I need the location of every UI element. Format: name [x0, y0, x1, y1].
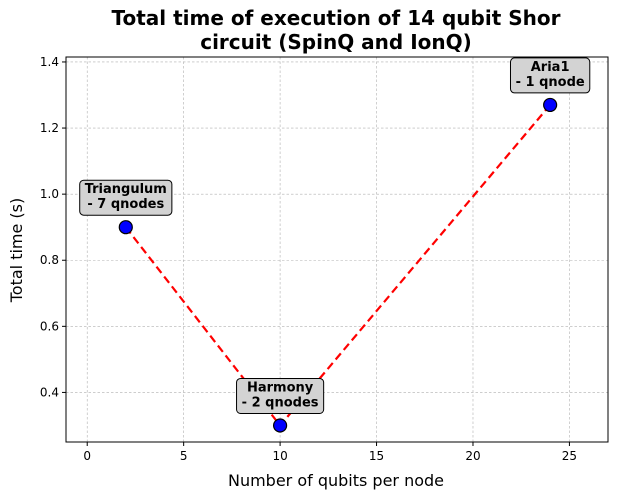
annotation-text: - 1 qnode — [516, 75, 585, 90]
annotation-text: Aria1 — [531, 60, 570, 75]
y-tick-label: 1.0 — [40, 187, 59, 201]
annotation-box — [236, 377, 325, 414]
x-tick-label: 25 — [562, 449, 577, 463]
x-tick-label: 10 — [272, 449, 287, 463]
plot-frame — [65, 56, 609, 443]
x-tick-label: 20 — [465, 449, 480, 463]
x-tick-label: 5 — [180, 449, 188, 463]
series — [118, 97, 558, 433]
y-tick-label: 0.8 — [40, 253, 59, 267]
grid — [66, 57, 608, 442]
data-point — [272, 418, 288, 433]
x-axis-label: Number of qubits per node — [228, 471, 444, 490]
chart-title-line-2: circuit (SpinQ and IonQ) — [200, 30, 472, 54]
annotation-text: - 2 qnodes — [242, 395, 319, 410]
y-axis-label: Total time (s) — [7, 198, 26, 304]
y-tick-label: 0.4 — [40, 385, 59, 399]
y-tick-label: 0.6 — [40, 319, 59, 333]
annotation: Aria1- 1 qnode — [509, 57, 591, 94]
annotation-text: Triangulum — [85, 182, 167, 197]
ticks: 0 5 10 15 20 25 0.4 0.6 0.8 1.0 1.2 1.4 — [40, 55, 577, 463]
annotation: Triangulum- 7 qnodes — [79, 179, 173, 216]
annotation-box — [509, 57, 591, 94]
x-tick-label: 0 — [83, 449, 91, 463]
data-point — [118, 220, 133, 235]
chart-title-line-1: Total time of execution of 14 qubit Shor — [112, 6, 561, 30]
annotation-text: Harmony — [247, 380, 314, 395]
annotations: Triangulum- 7 qnodes Harmony- 2 qnodes Ari… — [79, 57, 591, 414]
annotation: Harmony- 2 qnodes — [236, 377, 325, 414]
data-point — [543, 97, 558, 113]
series-line — [124, 104, 551, 428]
y-tick-label: 1.2 — [40, 121, 59, 135]
annotation-box — [79, 179, 173, 216]
annotation-text: - 7 qnodes — [87, 197, 164, 212]
y-tick-label: 1.4 — [40, 55, 59, 69]
x-tick-label: 15 — [369, 449, 384, 463]
